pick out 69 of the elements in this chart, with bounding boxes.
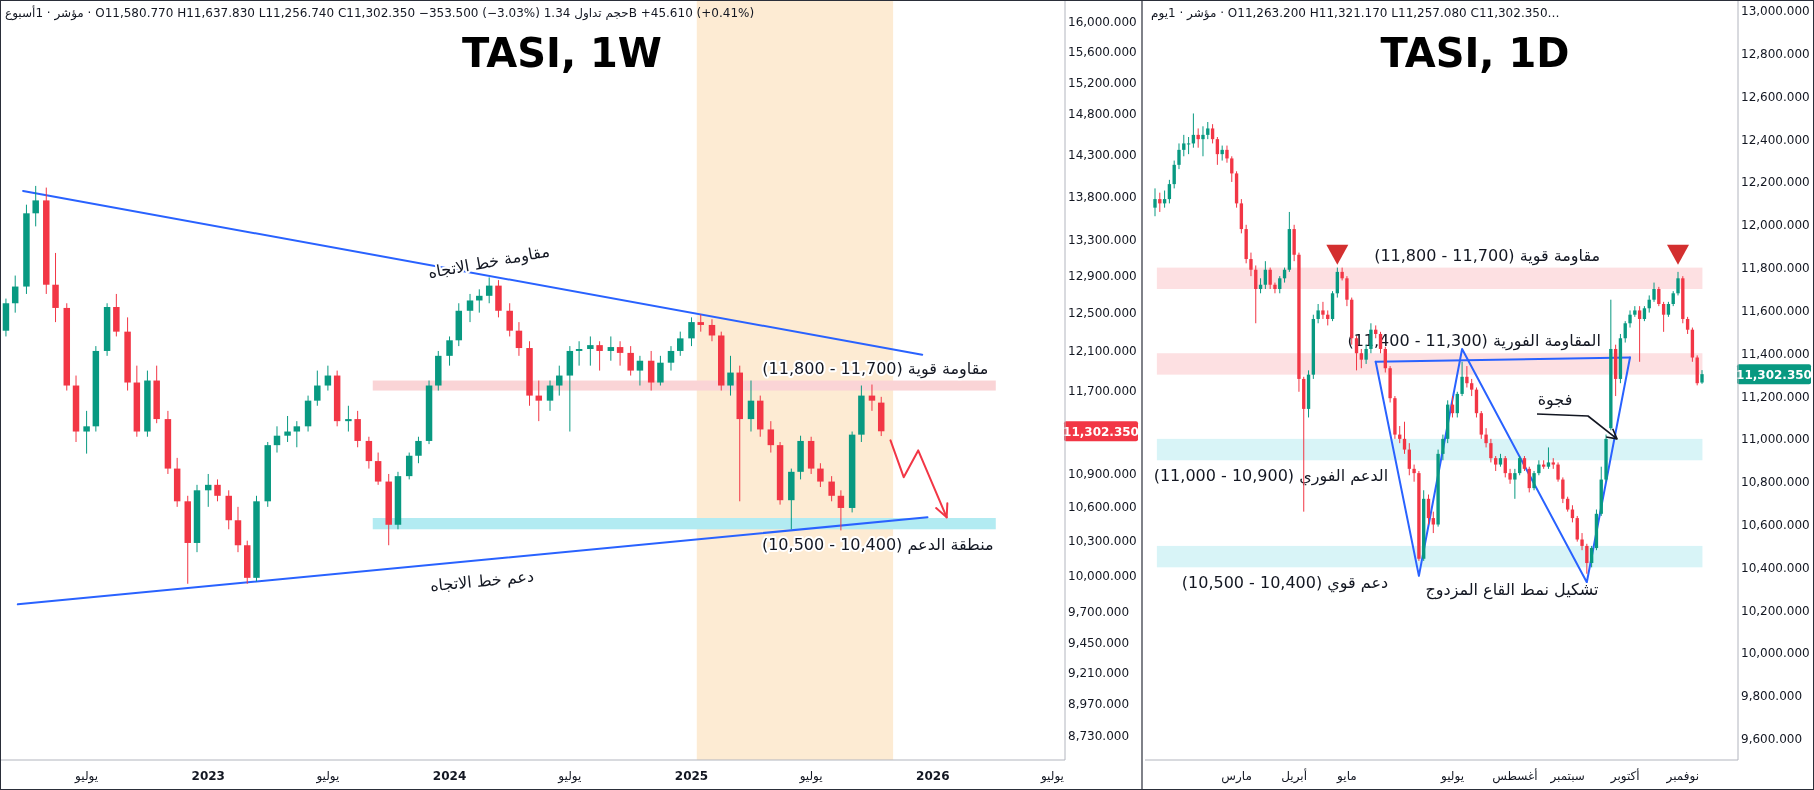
band-label: مقاومة قوية (11,700 - 11,800) (762, 358, 989, 379)
y-tick-label: 11,800.000 (1741, 261, 1810, 276)
y-tick-label: 12,500.000 (1068, 306, 1137, 321)
y-tick-label: 14,300.000 (1068, 147, 1137, 162)
text: TASI, 1D (1380, 30, 1570, 76)
annotation: دعم خط الاتجاه (429, 566, 535, 596)
y-tick-label: 13,300.000 (1068, 233, 1137, 248)
y-tick-label: 14,800.000 (1068, 107, 1137, 122)
x-tick-label: مايو (1336, 769, 1357, 784)
y-tick-label: 9,600.000 (1741, 732, 1803, 747)
x-tick-label: أبريل (1281, 768, 1308, 784)
y-tick-label: 9,450.000 (1068, 635, 1130, 650)
y-tick-label: 15,600.000 (1068, 45, 1137, 60)
y-tick-label: 11,600.000 (1741, 303, 1810, 318)
x-tick-label: 2026 (916, 769, 950, 783)
annotation: مؤشر · 1أسبوع · O11,580.770 H11,637.830 L11,256.740 C11,302.350 −353.500 (−3.03%) حجم تداول 1.34B +45.610 (+0.41%) (5, 5, 755, 21)
y-tick-label: 12,000.000 (1741, 218, 1810, 233)
y-tick-label: 10,000.000 (1741, 646, 1810, 661)
y-tick-label: 8,970.000 (1068, 697, 1130, 712)
x-tick-label: 2023 (191, 769, 225, 783)
y-tick-label: 12,900.000 (1068, 269, 1137, 284)
text: TASI, 1W (462, 30, 662, 76)
y-tick-label: 16,000.000 (1068, 15, 1137, 30)
y-tick-label: 11,200.000 (1741, 389, 1810, 404)
band-label: دعم قوي (10,400 - 10,500) (1181, 573, 1389, 594)
y-tick-label: 12,200.000 (1741, 175, 1810, 190)
text: 11,302.350 (1736, 367, 1812, 382)
x-tick-label: نوفمبر (1665, 769, 1700, 784)
y-tick-label: 9,800.000 (1741, 689, 1803, 704)
y-tick-label: 10,200.000 (1741, 603, 1810, 618)
y-tick-label: 9,700.000 (1068, 604, 1130, 619)
x-tick-label: سبتمبر (1549, 769, 1585, 784)
annotation: 11,302.350 (1063, 424, 1139, 439)
x-tick-label: أكتوبر (1609, 768, 1640, 784)
annotation: فجوة (1537, 390, 1573, 410)
y-tick-label: 12,600.000 (1741, 89, 1810, 104)
x-tick-label: يوليو (798, 769, 823, 784)
x-tick-label: يوليو (74, 769, 99, 784)
x-tick-label: أغسطس (1492, 768, 1538, 784)
x-tick-label: يوليو (1439, 769, 1464, 784)
y-tick-label: 15,200.000 (1068, 75, 1137, 90)
y-tick-label: 12,100.000 (1068, 344, 1137, 359)
x-tick-label: يوليو (315, 769, 340, 784)
y-tick-label: 10,900.000 (1068, 467, 1137, 482)
y-tick-label: 10,800.000 (1741, 475, 1810, 490)
y-tick-label: 11,400.000 (1741, 346, 1810, 361)
annotation: مقاومة خط الاتجاه (426, 241, 552, 284)
y-tick-label: 12,400.000 (1741, 132, 1810, 147)
y-tick-label: 10,600.000 (1741, 518, 1810, 533)
band-label: منطقة الدعم (10,400 - 10,500) (761, 535, 994, 555)
y-tick-label: 13,000.000 (1741, 4, 1810, 19)
y-tick-label: 11,700.000 (1068, 384, 1137, 399)
x-tick-label: 2025 (674, 769, 709, 783)
y-tick-label: 13,800.000 (1068, 189, 1137, 204)
annotation: تشكيل نمط القاع المزدوج (1425, 580, 1599, 600)
band-label: مقاومة قوية (11,700 - 11,800) (1374, 245, 1601, 266)
x-tick-label: يوليو (1039, 769, 1064, 784)
y-tick-label: 8,730.000 (1068, 728, 1130, 743)
y-tick-label: 10,600.000 (1068, 500, 1137, 515)
y-tick-label: 12,800.000 (1741, 47, 1810, 62)
annotation: مؤشر · 1يوم · O11,263.200 H11,321.170 L11,257.080 C11,302.350… (1151, 6, 1560, 21)
y-tick-label: 11,000.000 (1741, 432, 1810, 447)
y-tick-label: 10,000.000 (1068, 568, 1137, 583)
y-tick-label: 10,300.000 (1068, 534, 1137, 549)
y-tick-label: 10,400.000 (1741, 560, 1810, 575)
x-tick-label: مارس (1221, 769, 1252, 784)
x-tick-label: يوليو (557, 769, 582, 784)
x-tick-label: 2024 (432, 769, 467, 783)
y-tick-label: 9,210.000 (1068, 665, 1130, 680)
